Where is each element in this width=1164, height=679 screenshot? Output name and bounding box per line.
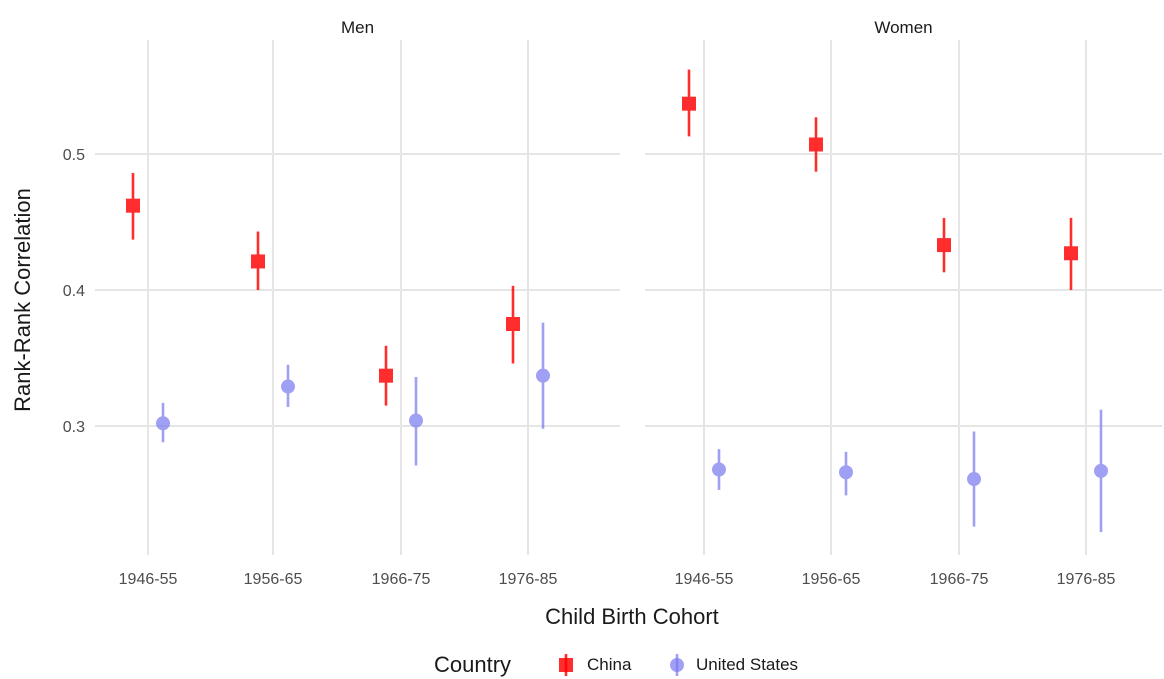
data-point-square (379, 368, 393, 383)
data-point-circle (156, 416, 170, 431)
x-tick-label: 1956-65 (244, 571, 303, 588)
legend-key-china (559, 654, 573, 676)
panel-title: Men (341, 18, 374, 37)
data-point-square (126, 198, 140, 213)
data-point-circle (712, 462, 726, 477)
legend-title: Country (434, 652, 511, 677)
data-point-square (809, 137, 823, 152)
panel-women: Women 1946-55 1956-65 1966-75 1976-85 (645, 18, 1162, 588)
panels-layer: Men 1946-55 1956-65 1966-75 1976-85 0.3 0.4 0.5… (63, 18, 1162, 588)
x-tick-label: 1966-75 (930, 571, 989, 588)
y-tick-label: 0.3 (63, 419, 85, 436)
data-point-circle (536, 368, 550, 383)
legend-key-united-states (670, 654, 684, 676)
x-tick-label: 1946-55 (119, 571, 178, 588)
legend-key-square (559, 658, 573, 672)
data-point-circle (967, 472, 981, 487)
data-point-square (506, 317, 520, 331)
data-point-square (682, 96, 696, 111)
legend-label-united-states: United States (696, 655, 798, 674)
data-point-square (1064, 246, 1078, 261)
legend-key-circle (670, 658, 684, 672)
data-point-circle (409, 413, 423, 428)
x-tick-label: 1966-75 (372, 571, 431, 588)
x-tick-label: 1976-85 (1057, 571, 1116, 588)
data-point-circle (839, 465, 853, 480)
x-tick-label: 1976-85 (499, 571, 558, 588)
legend-label-china: China (587, 655, 632, 674)
panel-men: Men 1946-55 1956-65 1966-75 1976-85 0.3 0.4 0.5 (63, 18, 620, 588)
x-axis-title: Child Birth Cohort (545, 604, 719, 629)
data-point-circle (281, 379, 295, 394)
y-tick-label: 0.4 (63, 283, 85, 300)
series-united-states (156, 322, 550, 466)
y-tick-label: 0.5 (63, 147, 85, 164)
x-tick-label: 1946-55 (675, 571, 734, 588)
x-tick-label: 1956-65 (802, 571, 861, 588)
data-point-square (251, 254, 265, 269)
series-united-states (712, 409, 1108, 533)
series-china (682, 69, 1078, 290)
series-china (126, 173, 520, 406)
data-point-square (937, 238, 951, 253)
panel-title: Women (874, 18, 932, 37)
y-axis-title: Rank-Rank Correlation (10, 188, 35, 412)
legend: Country China United States (434, 652, 798, 677)
data-point-circle (1094, 463, 1108, 478)
